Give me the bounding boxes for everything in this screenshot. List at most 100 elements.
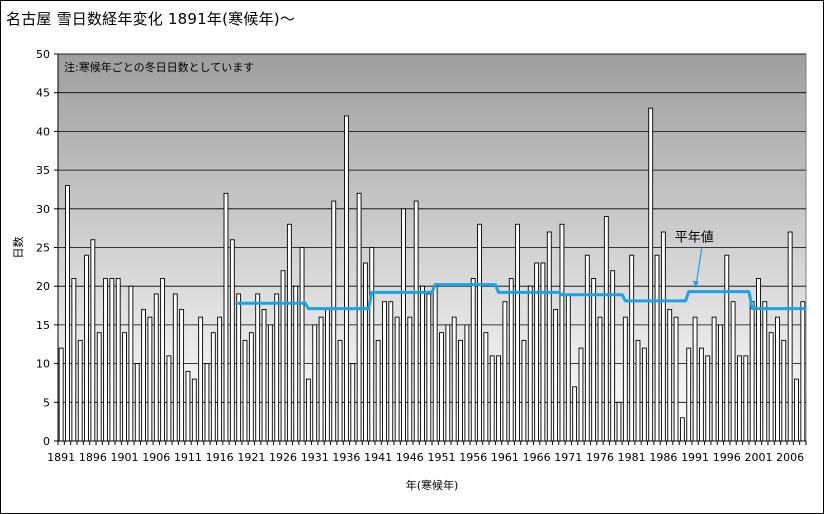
annotation-arrow: [695, 248, 703, 288]
x-tick-label: 1891: [47, 451, 75, 464]
bar: [591, 278, 597, 442]
bar: [794, 378, 799, 442]
bar: [286, 223, 292, 442]
bar: [394, 316, 400, 442]
bar: [451, 316, 457, 442]
bar: [223, 192, 229, 442]
x-tick-label: 1966: [523, 451, 551, 464]
bar: [160, 278, 166, 442]
bar: [584, 254, 590, 442]
axes: 0 5 10 15 20 25 30 35 40 45 50 1891 1896 1901 1906 1911…: [36, 48, 807, 464]
bar: [229, 239, 235, 442]
bar: [534, 262, 540, 442]
x-tick-label: 1986: [649, 451, 677, 464]
x-tick-label: 1971: [554, 451, 582, 464]
bar: [261, 308, 267, 442]
bar: [318, 316, 324, 442]
y-tick-label: 20: [36, 280, 50, 293]
bar: [660, 231, 666, 442]
bar: [445, 324, 451, 442]
y-tick-label: 10: [36, 358, 50, 371]
bar: [768, 332, 774, 442]
bar: [210, 332, 216, 442]
bar: [299, 247, 305, 442]
x-tick-label: 1936: [332, 451, 360, 464]
bar: [610, 270, 616, 442]
bar: [90, 239, 96, 442]
bar: [546, 231, 552, 442]
bar: [236, 293, 242, 442]
bar: [71, 278, 77, 442]
bar: [698, 347, 704, 442]
bar: [648, 107, 654, 442]
bar: [401, 208, 406, 442]
bar: [147, 316, 153, 442]
bar: [128, 285, 134, 442]
bar: [407, 316, 413, 442]
bar: [540, 262, 546, 442]
bar: [781, 339, 787, 442]
x-tick-label: 1961: [491, 451, 519, 464]
bar: [654, 254, 660, 442]
bar: [280, 270, 286, 442]
bar: [470, 278, 476, 442]
bar: [553, 308, 559, 442]
bar: [356, 192, 362, 442]
x-tick-label: 1911: [174, 451, 202, 464]
bar: [363, 262, 368, 442]
x-tick-label: 1901: [111, 451, 139, 464]
bar: [426, 293, 432, 442]
bar: [508, 278, 514, 442]
x-tick-label: 1976: [586, 451, 614, 464]
y-axis-title: 日数: [12, 237, 25, 259]
bar: [413, 200, 419, 442]
y-tick-label: 35: [36, 164, 50, 177]
x-tick-label: 1916: [206, 451, 234, 464]
y-tick-label: 25: [36, 242, 50, 255]
bar: [420, 285, 425, 442]
chart-title: 名古屋 雪日数経年変化 1891年(寒候年)～: [6, 10, 296, 28]
bar: [629, 254, 635, 442]
bar: [787, 231, 793, 442]
bar: [255, 293, 261, 442]
bar: [109, 278, 115, 442]
bar: [496, 355, 501, 442]
bar: [65, 185, 70, 442]
y-tick-label: 45: [36, 87, 50, 100]
bar: [432, 285, 438, 442]
bar: [737, 355, 742, 442]
chart-note: 注:寒候年ごとの冬日日数としています: [64, 60, 254, 74]
bar: [312, 324, 318, 442]
bar: [622, 316, 628, 442]
bar: [502, 301, 508, 442]
x-tick-label: 2006: [776, 451, 804, 464]
bar: [718, 324, 723, 442]
bar: [166, 355, 172, 442]
x-tick-label: 1996: [713, 451, 741, 464]
bar: [458, 339, 463, 442]
bar: [217, 316, 223, 442]
bar: [667, 308, 673, 442]
bar: [141, 308, 146, 442]
y-tick-label: 5: [43, 396, 50, 409]
bar: [489, 355, 495, 442]
bar: [324, 308, 330, 442]
y-tick-label: 0: [43, 435, 50, 448]
bar: [686, 347, 692, 442]
bar: [464, 324, 470, 442]
bar: [77, 339, 83, 442]
bar: [724, 254, 730, 442]
x-tick-label: 1981: [618, 451, 646, 464]
bar: [515, 223, 520, 442]
bar: [305, 378, 311, 442]
bar: [382, 301, 387, 442]
x-tick-label: 1951: [428, 451, 456, 464]
annotation-arrowhead: [692, 280, 699, 288]
bar: [527, 285, 533, 442]
bar: [521, 339, 527, 442]
bar: [730, 301, 736, 442]
bar: [743, 355, 749, 442]
bar: [641, 347, 647, 442]
bar: [204, 363, 210, 442]
bar: [369, 247, 375, 442]
